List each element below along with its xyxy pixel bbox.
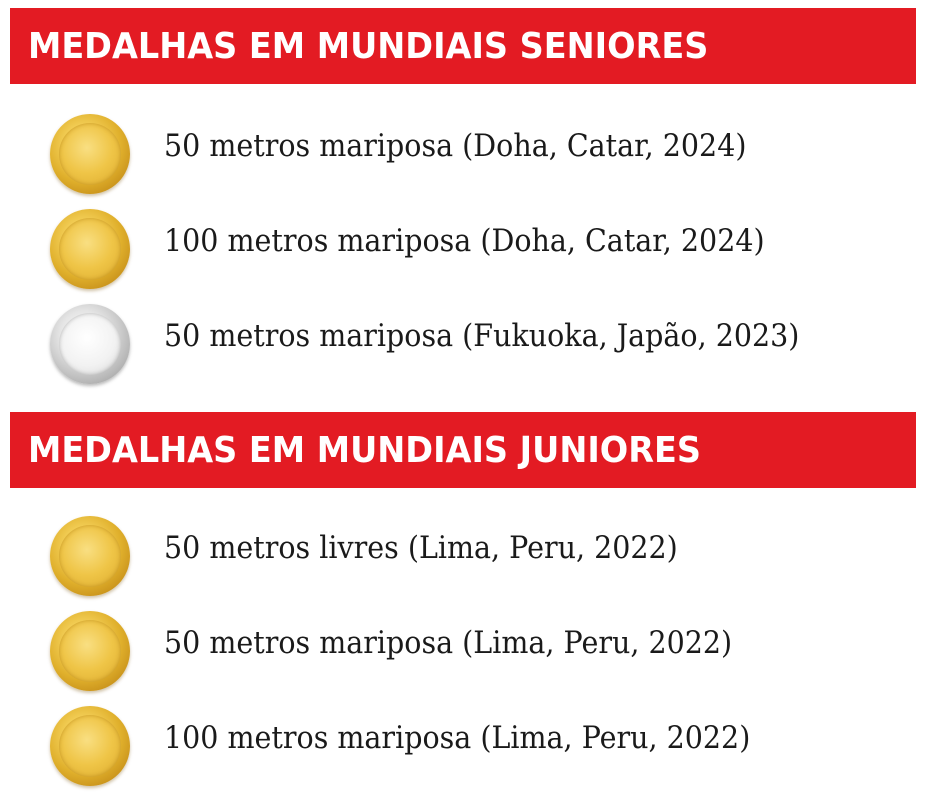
list-item: 100 metros mariposa (Lima, Peru, 2022): [0, 700, 926, 795]
gold-medal-icon: [50, 611, 130, 691]
gold-medal-icon: [50, 706, 130, 786]
gold-medal-icon: [50, 516, 130, 596]
medal-event-text: 50 metros mariposa (Lima, Peru, 2022): [164, 625, 733, 661]
section-title-seniores: MEDALHAS EM MUNDIAIS SENIORES: [28, 25, 709, 67]
section-banner-seniores: MEDALHAS EM MUNDIAIS SENIORES: [10, 8, 916, 84]
list-item: 50 metros mariposa (Doha, Catar, 2024): [0, 108, 926, 203]
list-item: 100 metros mariposa (Doha, Catar, 2024): [0, 203, 926, 298]
section-banner-juniores: MEDALHAS EM MUNDIAIS JUNIORES: [10, 412, 916, 488]
medal-event-text: 50 metros mariposa (Fukuoka, Japão, 2023…: [164, 318, 800, 354]
gold-medal-icon: [50, 114, 130, 194]
medal-event-text: 100 metros mariposa (Doha, Catar, 2024): [164, 223, 765, 259]
section-title-juniores: MEDALHAS EM MUNDIAIS JUNIORES: [28, 429, 702, 471]
list-item: 50 metros mariposa (Lima, Peru, 2022): [0, 605, 926, 700]
list-item: 50 metros livres (Lima, Peru, 2022): [0, 510, 926, 605]
medal-event-text: 100 metros mariposa (Lima, Peru, 2022): [164, 720, 751, 756]
medal-event-text: 50 metros mariposa (Doha, Catar, 2024): [164, 128, 747, 164]
list-item: 50 metros mariposa (Fukuoka, Japão, 2023…: [0, 298, 926, 393]
silver-medal-icon: [50, 304, 130, 384]
medal-list-juniores: 50 metros livres (Lima, Peru, 2022) 50 m…: [0, 510, 926, 795]
medal-list-seniores: 50 metros mariposa (Doha, Catar, 2024) 1…: [0, 108, 926, 393]
gold-medal-icon: [50, 209, 130, 289]
medal-event-text: 50 metros livres (Lima, Peru, 2022): [164, 530, 678, 566]
